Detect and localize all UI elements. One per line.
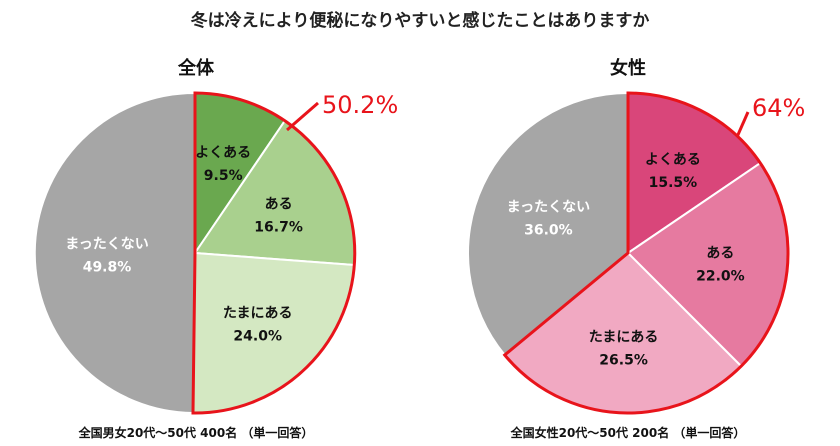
slice-value-label: 26.5% [599,353,648,369]
slice-label: よくある [195,145,251,161]
chart-title: 全体 [177,57,215,79]
slice-label: よくある [645,152,701,168]
slice-value-label: 24.0% [233,328,282,344]
callout-line [735,111,750,138]
slice-label: まったくない [65,236,148,252]
highlight-outline [191,91,357,415]
slice-value-label: 9.5% [204,168,243,184]
slice-label: たまにある [589,330,659,346]
slice-label: たまにある [223,305,293,321]
callout-value: 64% [752,94,805,122]
slice-label: ある [265,197,293,213]
slice-label: ある [706,246,734,262]
chart-footnote: 全国男女20代～50代 400名 （単一回答） [78,425,314,440]
highlight-outline [502,91,790,415]
chart-title: 女性 [610,57,646,79]
callout-value: 50.2% [322,91,398,119]
slice-value-label: 22.0% [696,269,745,285]
callout-line [286,101,319,132]
page-title: 冬は冷えにより便秘になりやすいと感じたことはありますか [190,11,650,31]
slice-label: まったくない [507,200,590,216]
pie-slice [33,91,196,415]
chart-footnote: 全国女性20代～50代 200名 （単一回答） [510,425,746,440]
slice-value-label: 49.8% [83,259,132,275]
slice-value-label: 15.5% [649,175,698,191]
pie-slice [467,91,629,357]
slice-value-label: 16.7% [254,220,303,236]
slice-value-label: 36.0% [524,223,573,239]
